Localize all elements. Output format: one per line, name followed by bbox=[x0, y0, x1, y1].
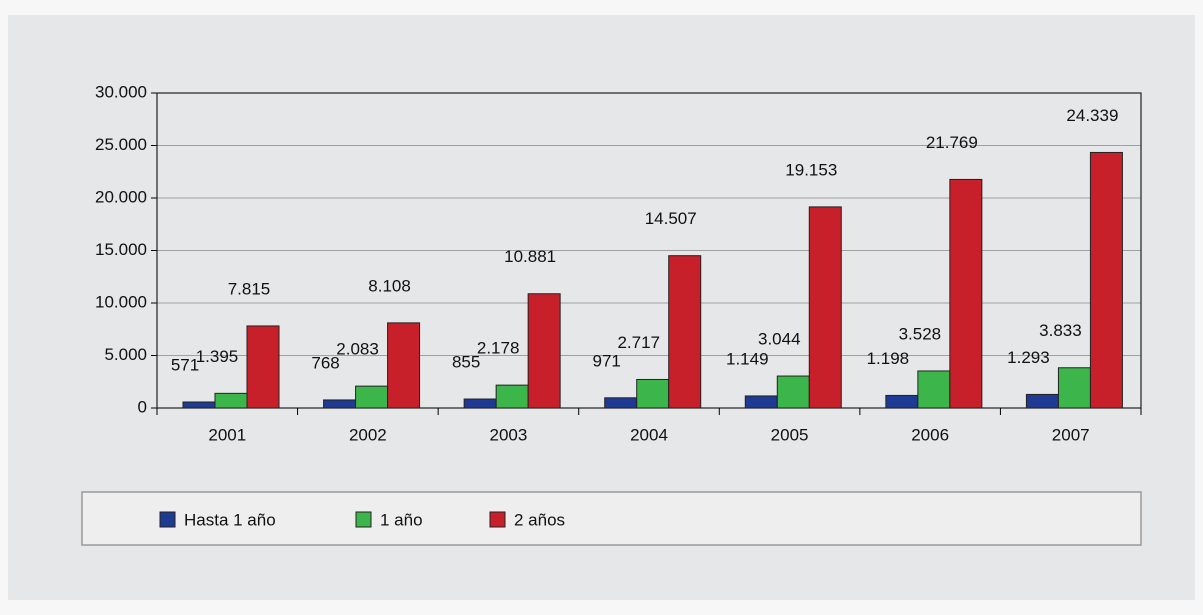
legend-label: 2 años bbox=[514, 510, 565, 529]
bar bbox=[917, 370, 951, 409]
value-label: 3.833 bbox=[1039, 321, 1082, 340]
value-label: 19.153 bbox=[785, 160, 837, 179]
bar bbox=[463, 398, 497, 409]
legend-swatch bbox=[355, 511, 372, 528]
value-label: 24.339 bbox=[1066, 106, 1118, 125]
bar bbox=[636, 378, 670, 409]
legend-box bbox=[81, 491, 1142, 546]
bar bbox=[885, 394, 919, 409]
legend-label: Hasta 1 año bbox=[184, 510, 276, 529]
legend-swatch bbox=[159, 511, 176, 528]
bar bbox=[323, 399, 357, 409]
value-label: 2.178 bbox=[477, 339, 520, 358]
value-label: 14.507 bbox=[645, 209, 697, 228]
value-label: 1.395 bbox=[196, 347, 239, 366]
x-tick-label: 2005 bbox=[771, 425, 809, 444]
value-label: 3.044 bbox=[758, 330, 801, 349]
value-label: 8.108 bbox=[368, 276, 411, 295]
x-tick-label: 2004 bbox=[630, 425, 668, 444]
bar bbox=[355, 385, 389, 409]
bar bbox=[387, 322, 421, 409]
x-tick-label: 2003 bbox=[490, 425, 528, 444]
legend-swatch bbox=[489, 511, 506, 528]
bar bbox=[744, 395, 778, 409]
bar bbox=[604, 397, 638, 409]
bar bbox=[1025, 393, 1059, 409]
bar bbox=[668, 255, 702, 409]
value-label: 1.198 bbox=[867, 349, 910, 368]
x-tick-label: 2006 bbox=[911, 425, 949, 444]
x-tick-label: 2002 bbox=[349, 425, 387, 444]
value-label: 571 bbox=[171, 355, 199, 374]
bar bbox=[214, 392, 248, 409]
value-label: 1.293 bbox=[1007, 348, 1050, 367]
bar bbox=[808, 206, 842, 409]
x-tick-label: 2001 bbox=[208, 425, 246, 444]
bar bbox=[1057, 367, 1091, 409]
y-tick-label: 15.000 bbox=[95, 240, 147, 259]
x-tick-label: 2007 bbox=[1052, 425, 1090, 444]
value-label: 3.528 bbox=[899, 324, 942, 343]
value-label: 10.881 bbox=[504, 247, 556, 266]
bar bbox=[1089, 151, 1123, 409]
y-tick-label: 20.000 bbox=[95, 187, 147, 206]
bar bbox=[776, 375, 810, 409]
value-label: 768 bbox=[311, 353, 339, 372]
y-tick-label: 10.000 bbox=[95, 292, 147, 311]
bar bbox=[182, 401, 216, 409]
y-tick-label: 0 bbox=[138, 397, 147, 416]
value-label: 7.815 bbox=[228, 279, 271, 298]
value-label: 855 bbox=[452, 353, 480, 372]
value-label: 971 bbox=[593, 351, 621, 370]
bar bbox=[495, 384, 529, 409]
value-label: 2.083 bbox=[336, 340, 379, 359]
y-tick-label: 25.000 bbox=[95, 135, 147, 154]
y-tick-label: 5.000 bbox=[104, 345, 147, 364]
value-label: 21.769 bbox=[926, 133, 978, 152]
value-label: 1.149 bbox=[726, 349, 769, 368]
y-tick-label: 30.000 bbox=[95, 82, 147, 101]
bar bbox=[246, 325, 280, 409]
value-label: 2.717 bbox=[617, 333, 660, 352]
legend-label: 1 año bbox=[380, 510, 423, 529]
bar bbox=[949, 178, 983, 409]
bar bbox=[527, 293, 561, 409]
